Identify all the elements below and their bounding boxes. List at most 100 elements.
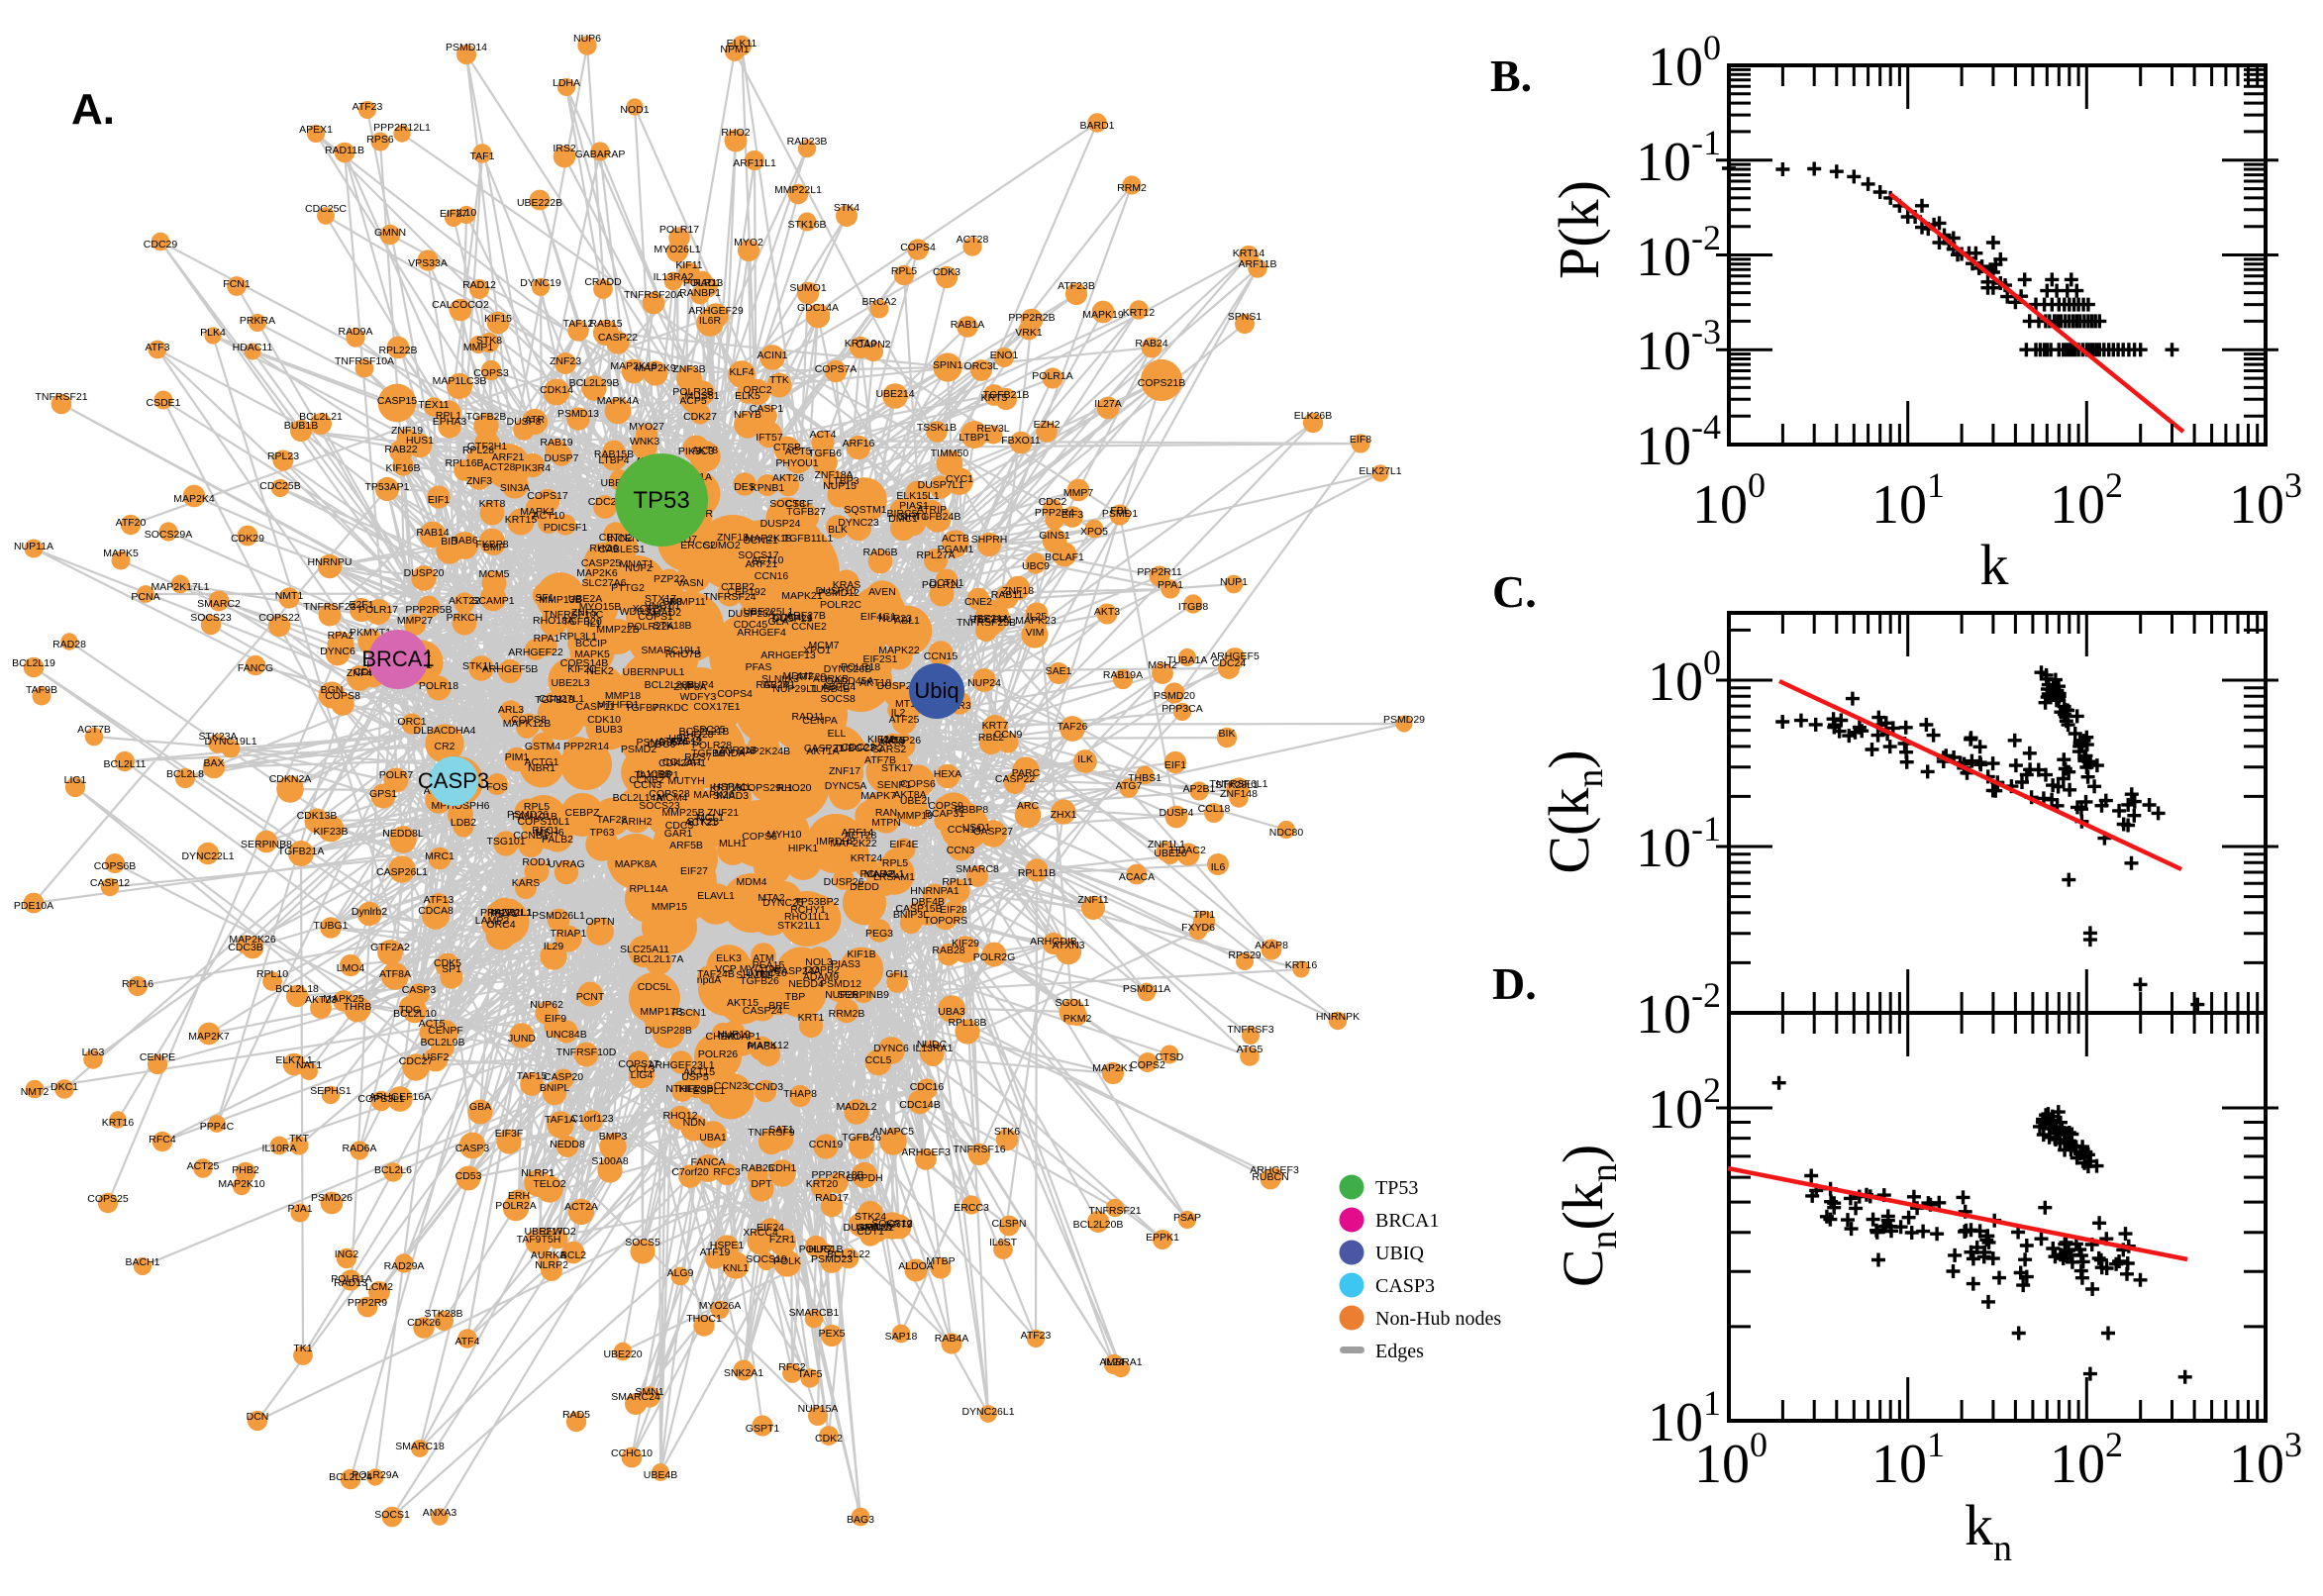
svg-text:NEDD4: NEDD4 xyxy=(788,978,824,990)
svg-text:ORC1: ORC1 xyxy=(397,716,426,728)
svg-text:10-1: 10-1 xyxy=(1636,123,1721,193)
svg-text:RPL22B: RPL22B xyxy=(378,345,417,356)
svg-text:ARHGEF5B: ARHGEF5B xyxy=(482,663,539,675)
svg-text:BIK: BIK xyxy=(1219,728,1236,740)
svg-text:MAD2L2: MAD2L2 xyxy=(837,1101,877,1113)
svg-text:AKT8: AKT8 xyxy=(692,445,718,456)
svg-text:BAG3: BAG3 xyxy=(847,1514,874,1526)
svg-text:LTBP3: LTBP3 xyxy=(828,475,858,487)
svg-text:COPS22: COPS22 xyxy=(258,612,300,624)
svg-text:ACACA: ACACA xyxy=(1119,871,1155,883)
svg-text:KIF23B: KIF23B xyxy=(313,826,348,838)
svg-text:RHO11L1: RHO11L1 xyxy=(784,911,830,923)
svg-text:MAP2K18: MAP2K18 xyxy=(745,533,791,545)
svg-text:NEK2: NEK2 xyxy=(586,665,614,677)
svg-text:TSSK1B: TSSK1B xyxy=(917,422,957,434)
svg-text:CENPE: CENPE xyxy=(140,1051,175,1063)
svg-text:RPL28: RPL28 xyxy=(462,445,494,456)
svg-text:PPP2R2B: PPP2R2B xyxy=(1008,312,1055,324)
svg-text:TP63: TP63 xyxy=(589,827,614,839)
svg-text:CASP24A: CASP24A xyxy=(773,965,820,977)
svg-text:THAP8: THAP8 xyxy=(783,1088,817,1100)
svg-text:VNC1l1: VNC1l1 xyxy=(645,600,680,612)
svg-text:TGFB27: TGFB27 xyxy=(786,506,826,518)
svg-text:KRT14: KRT14 xyxy=(1233,248,1265,259)
svg-text:COPS8: COPS8 xyxy=(511,714,547,726)
svg-text:ARIH2: ARIH2 xyxy=(622,816,653,828)
svg-text:MAP2K26: MAP2K26 xyxy=(229,934,275,946)
svg-text:GABARAP: GABARAP xyxy=(575,149,626,160)
svg-text:THOC1: THOC1 xyxy=(686,1313,722,1325)
svg-text:TPI1: TPI1 xyxy=(1193,909,1215,921)
svg-text:RPA2: RPA2 xyxy=(328,630,354,642)
svg-text:NOD1: NOD1 xyxy=(620,104,649,116)
svg-text:CETN2: CETN2 xyxy=(599,532,634,544)
svg-text:ZNF11: ZNF11 xyxy=(1077,894,1108,906)
svg-text:RAB25: RAB25 xyxy=(741,1162,773,1174)
svg-text:KRT29: KRT29 xyxy=(860,1222,893,1234)
svg-text:RFC2: RFC2 xyxy=(778,1361,806,1373)
svg-text:DYNC25: DYNC25 xyxy=(762,897,804,909)
svg-text:ACT2A: ACT2A xyxy=(564,1201,598,1213)
svg-text:TAF26: TAF26 xyxy=(1058,721,1088,733)
svg-text:C1orf123: C1orf123 xyxy=(570,1113,613,1125)
svg-text:RBBP8: RBBP8 xyxy=(955,804,989,816)
svg-text:UBIQ: UBIQ xyxy=(1375,1243,1424,1264)
svg-text:RPL16B: RPL16B xyxy=(445,457,483,469)
svg-text:ZNF23: ZNF23 xyxy=(550,355,581,367)
svg-text:TDG: TDG xyxy=(399,1004,421,1016)
svg-text:KRT10: KRT10 xyxy=(845,338,877,349)
svg-text:SARS2: SARS2 xyxy=(872,744,907,755)
svg-text:DYNC19: DYNC19 xyxy=(520,277,561,289)
svg-text:102: 102 xyxy=(2050,465,2123,536)
svg-text:MMP22L1: MMP22L1 xyxy=(774,184,822,196)
svg-text:DYNC5A: DYNC5A xyxy=(825,780,867,792)
svg-text:NUP62: NUP62 xyxy=(530,999,563,1011)
svg-text:GTF2A2: GTF2A2 xyxy=(370,942,410,953)
svg-text:BCAP31: BCAP31 xyxy=(925,808,964,820)
svg-text:Ubiq: Ubiq xyxy=(914,678,959,703)
svg-text:MAPK19: MAPK19 xyxy=(1082,309,1124,321)
svg-text:AKT8: AKT8 xyxy=(878,737,904,748)
svg-text:COPS14B: COPS14B xyxy=(560,657,608,669)
svg-text:PLK4: PLK4 xyxy=(200,327,226,339)
svg-text:SLC27A6: SLC27A6 xyxy=(582,577,627,589)
svg-text:UBC9: UBC9 xyxy=(1022,560,1050,572)
svg-text:PZP22: PZP22 xyxy=(654,573,685,585)
svg-text:EIF27: EIF27 xyxy=(440,208,467,220)
svg-text:PDICSF1: PDICSF1 xyxy=(544,522,588,534)
svg-text:IMPDH2: IMPDH2 xyxy=(816,836,856,848)
svg-text:CDC25C: CDC25C xyxy=(305,203,347,215)
svg-text:CTSB: CTSB xyxy=(773,442,801,453)
svg-text:RAB19: RAB19 xyxy=(540,437,572,449)
svg-text:MSH6: MSH6 xyxy=(535,827,563,839)
svg-text:MAP2K22: MAP2K22 xyxy=(830,838,876,849)
svg-text:C(kn): C(kn) xyxy=(1537,749,1611,873)
svg-text:LCM2: LCM2 xyxy=(365,1281,393,1293)
svg-text:DUSP20: DUSP20 xyxy=(404,567,445,579)
svg-text:BCL2L24: BCL2L24 xyxy=(329,1471,372,1483)
svg-text:AP2B1: AP2B1 xyxy=(1183,783,1216,795)
svg-text:BCL2L6: BCL2L6 xyxy=(374,1164,412,1176)
svg-text:BID: BID xyxy=(441,536,458,548)
svg-text:BCL2L22: BCL2L22 xyxy=(827,1248,870,1260)
svg-text:ARHGEF23L1: ARHGEF23L1 xyxy=(648,1059,714,1071)
svg-text:TGFB21B: TGFB21B xyxy=(983,389,1030,401)
svg-text:BNIPL: BNIPL xyxy=(540,1082,570,1094)
svg-text:GADD45A: GADD45A xyxy=(825,675,873,687)
svg-text:PTTG2: PTTG2 xyxy=(611,582,645,594)
svg-text:USP5: USP5 xyxy=(681,1071,709,1083)
svg-text:COPS25: COPS25 xyxy=(87,1193,129,1205)
svg-text:POLR7: POLR7 xyxy=(379,769,414,781)
svg-text:E2F1: E2F1 xyxy=(349,599,373,611)
svg-text:IL25: IL25 xyxy=(1027,611,1048,623)
svg-text:MMP1: MMP1 xyxy=(463,342,493,353)
svg-text:RAB4A: RAB4A xyxy=(935,1333,968,1345)
svg-text:CDT1: CDT1 xyxy=(857,1226,884,1238)
svg-text:IL13RA2: IL13RA2 xyxy=(654,271,694,283)
svg-text:SOCS3: SOCS3 xyxy=(769,498,805,510)
svg-text:DUSP29: DUSP29 xyxy=(772,613,813,625)
svg-text:STK23A: STK23A xyxy=(198,731,237,743)
svg-text:PJA1: PJA1 xyxy=(287,1203,312,1215)
svg-text:SHMT1: SHMT1 xyxy=(736,969,771,981)
